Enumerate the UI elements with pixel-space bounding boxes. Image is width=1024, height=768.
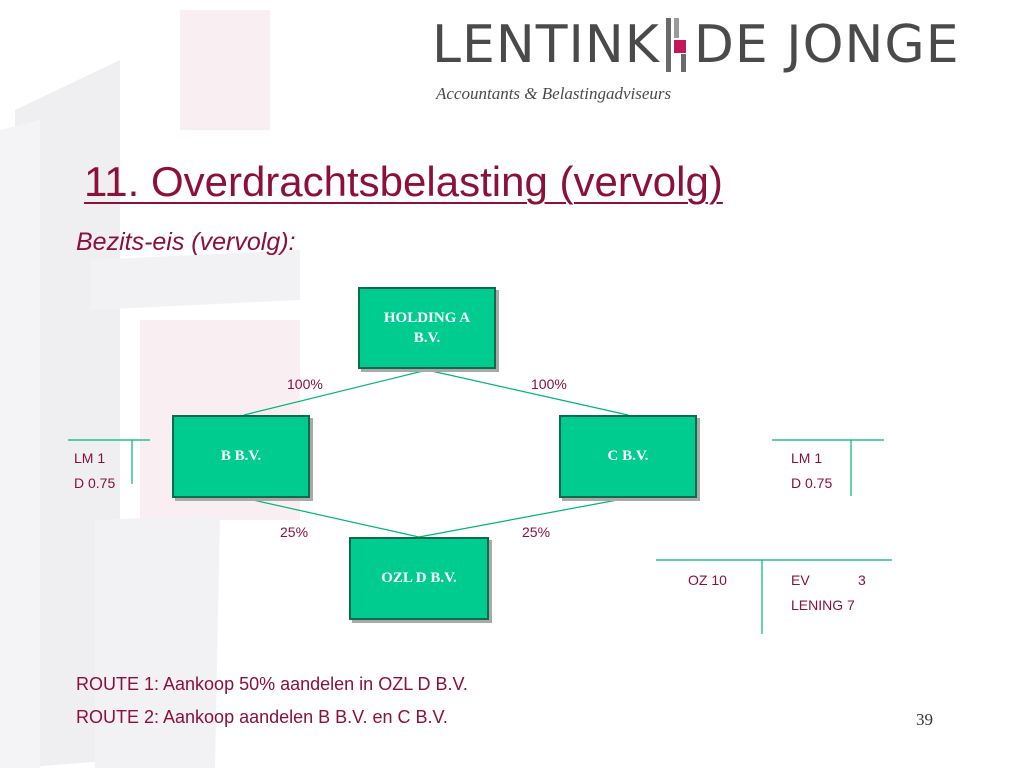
node-holding-a: HOLDING A B.V. — [358, 287, 496, 369]
logo-tagline: Accountants & Belastingadviseurs — [436, 84, 672, 103]
node-c: C B.V. — [559, 415, 697, 498]
logo-mark-icon — [665, 18, 686, 72]
slide-subtitle: Bezits-eis (vervolg): — [76, 228, 296, 256]
logo-name-right: DE JONGE — [693, 15, 960, 75]
node-ozl-d: OZL D B.V. — [349, 537, 489, 620]
connector-c-d — [418, 497, 629, 538]
balance-c-d: D 0.75 — [791, 475, 833, 491]
edge-label-holding-b: 100% — [287, 376, 323, 392]
company-logo: LENTINK DE JONGE — [432, 12, 960, 75]
route-1: ROUTE 1: Aankoop 50% aandelen in OZL D B… — [76, 674, 468, 694]
balance-c-lm: LM 1 — [791, 450, 823, 466]
slide-title: 11. Overdrachtsbelasting (vervolg) — [84, 158, 723, 205]
balance-b-d: D 0.75 — [74, 475, 116, 491]
logo-name-left: LENTINK — [432, 15, 660, 75]
balance-d-ev-label: EV — [791, 572, 810, 588]
edge-label-c-d: 25% — [522, 524, 551, 540]
route-2: ROUTE 2: Aankoop aandelen B B.V. en C B.… — [76, 707, 448, 727]
balance-d-oz: OZ 10 — [688, 572, 727, 588]
edge-label-b-d: 25% — [280, 524, 309, 540]
connector-holding-b — [243, 369, 428, 416]
node-b: B B.V. — [172, 415, 310, 498]
balance-b-lm: LM 1 — [74, 450, 106, 466]
connector-b-d — [243, 497, 420, 538]
connector-holding-c — [426, 369, 629, 416]
node-holding-a-line1: HOLDING A — [383, 309, 471, 326]
node-holding-a-line2: B.V. — [413, 330, 441, 346]
balance-d-ev-value: 3 — [858, 572, 866, 588]
page-number: 39 — [916, 710, 933, 729]
balance-d-lening: LENING 7 — [791, 597, 855, 613]
edge-label-holding-c: 100% — [531, 376, 567, 392]
